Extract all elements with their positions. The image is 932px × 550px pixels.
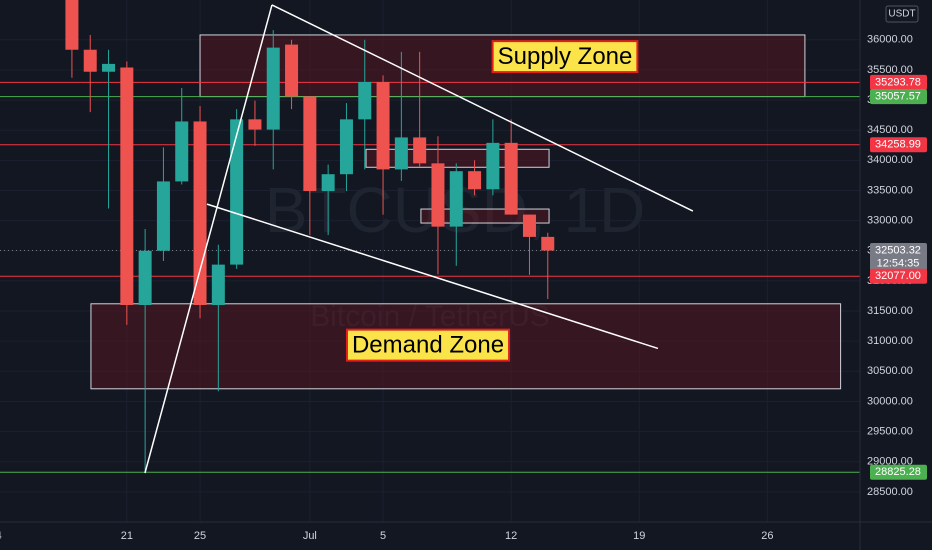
candle-body	[175, 121, 189, 182]
price-label-box	[870, 137, 927, 153]
candle-body	[156, 181, 170, 251]
price-label-box	[870, 268, 927, 284]
candle-body	[449, 171, 463, 227]
y-tick-label: 35500.00	[867, 64, 913, 76]
candle-body	[102, 63, 116, 72]
candle-body	[486, 142, 500, 190]
x-tick-label: Jul	[303, 530, 317, 542]
candle-body	[83, 49, 97, 72]
candle-body	[431, 163, 445, 227]
y-tick-label: 36000.00	[867, 34, 913, 46]
trendline	[144, 4, 273, 474]
x-tick-label: 4	[0, 530, 2, 542]
candle-body	[321, 174, 335, 192]
candle-body	[339, 119, 353, 175]
price-label: 34258.99	[875, 139, 921, 151]
x-tick-label: 5	[380, 530, 386, 542]
y-tick-label: 29000.00	[867, 456, 913, 468]
price-label-box	[870, 464, 927, 480]
candle-body	[541, 236, 555, 251]
candle-body	[248, 119, 262, 130]
trendline	[271, 4, 694, 212]
candle-body	[211, 264, 225, 306]
y-tick-label: 31500.00	[867, 305, 913, 317]
price-label-box	[870, 243, 927, 272]
zone-label: Demand Zone	[352, 332, 504, 359]
y-tick-label: 28500.00	[867, 486, 913, 498]
currency-label: USDT	[888, 9, 915, 20]
candle-body	[138, 250, 152, 306]
y-tick-label: 31000.00	[867, 335, 913, 347]
price-label: 28825.28	[875, 466, 921, 478]
y-tick-label: 34000.00	[867, 154, 913, 166]
price-label: 35057.57	[875, 90, 921, 102]
candle-body	[193, 121, 207, 306]
y-tick-label: 34500.00	[867, 124, 913, 136]
x-tick-label: 26	[761, 530, 773, 542]
candle-body	[285, 44, 299, 97]
candle-body	[468, 171, 482, 190]
currency-box	[885, 5, 919, 23]
candle-body	[303, 96, 317, 192]
price-label-box	[870, 74, 927, 90]
y-tick-label: 30000.00	[867, 395, 913, 407]
countdown: 12:54:35	[877, 257, 920, 269]
zone-label: Supply Zone	[498, 43, 633, 70]
trendline	[206, 203, 659, 350]
candle-body	[522, 214, 536, 237]
price-label: 32503.32	[875, 244, 921, 256]
y-tick-label: 30500.00	[867, 365, 913, 377]
box	[365, 148, 550, 168]
candle-body	[413, 137, 427, 164]
price-label: 32077.00	[875, 270, 921, 282]
zone-label-box	[491, 40, 639, 74]
candle-body	[394, 137, 408, 170]
x-tick-label: 12	[505, 530, 517, 542]
candle-body	[504, 142, 518, 215]
candle-body	[65, 0, 79, 50]
zone-label-box	[345, 328, 511, 362]
candle-body	[120, 67, 134, 306]
watermark-sub: Bitcoin / TetherUS	[310, 300, 550, 333]
x-tick-label: 25	[194, 530, 206, 542]
candle-body	[358, 81, 372, 120]
y-tick-label: 29500.00	[867, 425, 913, 437]
x-tick-label: 19	[633, 530, 645, 542]
y-tick-label: 33000.00	[867, 215, 913, 227]
candle-body	[376, 81, 390, 170]
candle-body	[230, 119, 244, 265]
x-tick-label: 21	[121, 530, 133, 542]
y-tick-label: 33500.00	[867, 184, 913, 196]
price-label-box	[870, 89, 927, 105]
candle-body	[266, 47, 280, 130]
price-label: 35293.78	[875, 76, 921, 88]
